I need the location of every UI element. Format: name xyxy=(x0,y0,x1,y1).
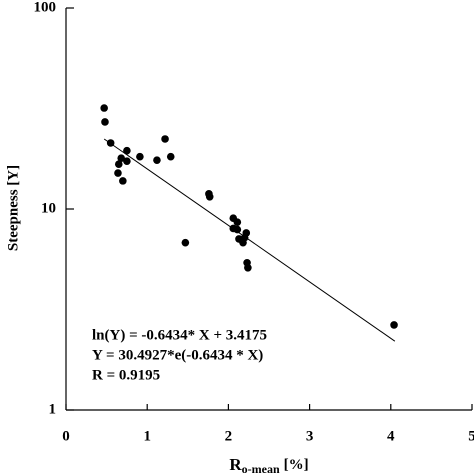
point xyxy=(390,321,398,329)
y-tick-label: 10 xyxy=(41,200,56,216)
point xyxy=(114,160,123,169)
point xyxy=(119,177,127,185)
annotation: R = 0.9195 xyxy=(92,367,160,383)
point xyxy=(239,238,247,247)
point xyxy=(101,118,109,126)
fit-line xyxy=(103,138,396,342)
x-tick-label: 2 xyxy=(225,428,233,444)
point xyxy=(181,238,190,247)
point xyxy=(161,135,169,143)
x-label-unit: [%] xyxy=(284,457,309,473)
x-tick-label: 4 xyxy=(387,428,395,444)
point xyxy=(123,146,131,155)
annotation: ln(Y) = -0.6434* X + 3.4175 xyxy=(92,327,267,343)
point xyxy=(153,156,161,164)
y-axis-label: Steepness [Y] xyxy=(5,165,21,251)
point xyxy=(233,225,242,234)
x-tick-label: 5 xyxy=(468,428,474,444)
point xyxy=(106,139,115,147)
x-axis-label: Ro-mean [%] xyxy=(229,455,308,476)
x-tick-label: 1 xyxy=(143,428,151,444)
point xyxy=(100,104,108,112)
point xyxy=(205,192,214,201)
point xyxy=(117,154,126,162)
point xyxy=(242,229,251,237)
point xyxy=(114,169,122,177)
point xyxy=(233,218,242,226)
point xyxy=(166,152,175,161)
x-tick-label: 0 xyxy=(62,428,70,444)
x-label-main: R xyxy=(229,455,242,474)
y-tick-label: 1 xyxy=(49,401,57,417)
point xyxy=(136,152,144,161)
point xyxy=(244,263,252,272)
x-label-sub: o-mean xyxy=(242,462,280,476)
point xyxy=(123,157,131,165)
annotation: Y = 30.4927*e(-0.6434 * X) xyxy=(92,347,263,363)
y-tick-label: 100 xyxy=(34,0,57,15)
x-tick-label: 3 xyxy=(306,428,314,444)
